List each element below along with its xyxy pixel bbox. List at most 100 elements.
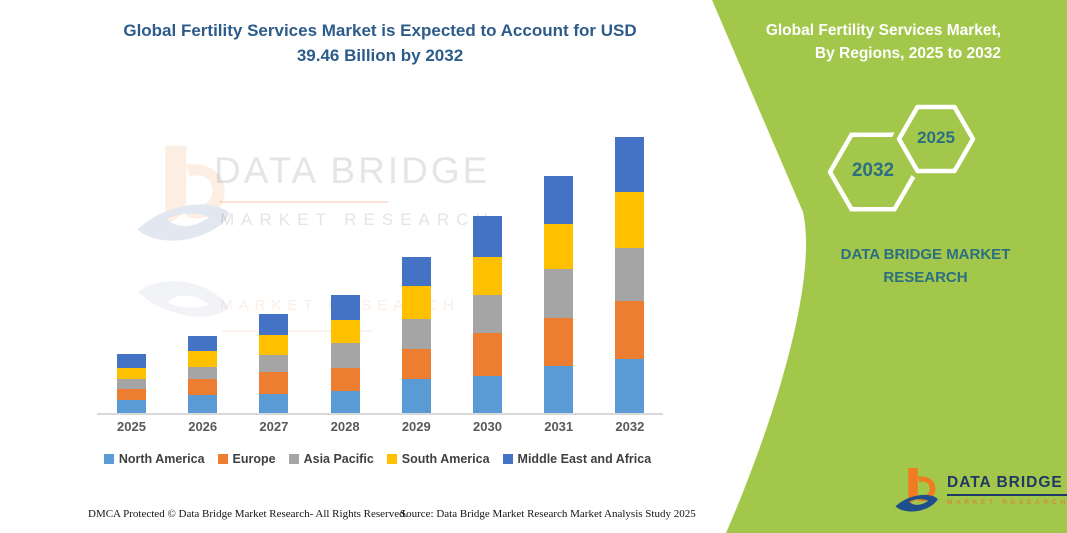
x-axis-label-2025: 2025 [117, 419, 146, 434]
bar-segment-2032-north-america[interactable] [615, 359, 645, 413]
bar-2029[interactable] [401, 256, 431, 413]
bar-segment-2027-middle-east-and-africa[interactable] [259, 313, 289, 335]
bar-segment-2025-middle-east-and-africa[interactable] [117, 354, 146, 369]
watermark-b-shape [165, 145, 225, 226]
bar-2025[interactable] [117, 354, 146, 413]
x-axis-label-2031: 2031 [544, 419, 574, 434]
legend-item-asia-pacific: Asia Pacific [288, 452, 374, 466]
legend-label: South America [401, 452, 490, 466]
bar-segment-2031-middle-east-and-africa[interactable] [544, 176, 574, 225]
bar-segment-2032-asia-pacific[interactable] [615, 248, 645, 302]
company-logo-tagline: MARKET RESEARCH [947, 499, 1067, 506]
x-axis-label-2032: 2032 [615, 419, 645, 434]
bar-segment-2030-asia-pacific[interactable] [473, 295, 502, 334]
bar-segment-2031-asia-pacific[interactable] [544, 268, 574, 318]
watermark-swoosh-shape [137, 204, 230, 241]
bar-segment-2026-south-america[interactable] [188, 351, 218, 367]
bar-segment-2030-europe[interactable] [473, 333, 502, 376]
watermark-reflection-shape [138, 281, 230, 317]
watermark-logo-reflection-icon [138, 281, 230, 317]
bar-segment-2028-south-america[interactable] [330, 319, 360, 344]
company-logo-name: DATA BRIDGE [947, 474, 1067, 496]
copyright-text: DMCA Protected © Data Bridge Market Rese… [88, 508, 408, 520]
side-panel-brand-line1: DATA BRIDGE MARKET [840, 246, 1011, 263]
bar-segment-2031-europe[interactable] [544, 317, 574, 367]
bar-segment-2025-asia-pacific[interactable] [117, 379, 146, 389]
source-text: Source: Data Bridge Market Research Mark… [400, 508, 696, 520]
legend-swatch [502, 454, 513, 464]
bar-segment-2027-south-america[interactable] [259, 334, 289, 355]
bar-2027[interactable] [259, 313, 289, 413]
side-panel-heading-line2: By Regions, 2025 to 2032 [814, 45, 1001, 63]
legend-label: Middle East and Africa [517, 452, 652, 466]
company-logo-icon [895, 468, 938, 512]
bar-segment-2025-north-america[interactable] [117, 400, 146, 413]
legend-item-europe: Europe [217, 452, 276, 466]
x-axis-label-2027: 2027 [259, 419, 289, 434]
bar-2032[interactable] [615, 136, 645, 413]
watermark-sub-text: MARKET RESEARCH [220, 210, 495, 229]
bar-segment-2032-middle-east-and-africa[interactable] [615, 136, 645, 193]
legend-swatch [103, 454, 114, 464]
bar-segment-2026-middle-east-and-africa[interactable] [188, 336, 218, 352]
bar-segment-2028-middle-east-and-africa[interactable] [330, 295, 360, 320]
bar-segment-2032-europe[interactable] [615, 301, 645, 360]
watermark-divider-faint [222, 330, 372, 332]
bar-segment-2026-europe[interactable] [188, 379, 218, 395]
bar-segment-2025-south-america[interactable] [117, 368, 146, 380]
bar-segment-2028-europe[interactable] [330, 367, 360, 392]
company-logo: DATA BRIDGE MARKET RESEARCH [893, 466, 1067, 518]
watermark-brand-text: DATA BRIDGE [214, 150, 491, 191]
bar-2026[interactable] [188, 336, 218, 413]
page-title-line1: Global Fertility Services Market is Expe… [123, 21, 637, 40]
bar-segment-2026-north-america[interactable] [188, 394, 218, 413]
x-axis-label-2028: 2028 [330, 419, 360, 434]
bar-segment-2030-middle-east-and-africa[interactable] [473, 215, 502, 257]
bar-segment-2025-europe[interactable] [117, 388, 146, 401]
bar-2028[interactable] [330, 295, 360, 413]
page-title: Global Fertility Services Market is Expe… [95, 19, 665, 68]
bar-segment-2029-europe[interactable] [401, 349, 431, 380]
bar-segment-2029-middle-east-and-africa[interactable] [401, 256, 431, 287]
hexagon-2032-label: 2032 [851, 160, 895, 181]
legend-swatch [288, 454, 299, 464]
bar-2030[interactable] [473, 215, 502, 413]
bar-segment-2027-asia-pacific[interactable] [259, 354, 289, 373]
legend-item-south-america: South America [386, 452, 490, 466]
watermark-logo-icon [137, 145, 230, 241]
logo-swoosh-shape [895, 494, 938, 512]
company-logo-text: DATA BRIDGE MARKET RESEARCH [947, 466, 1067, 506]
bar-segment-2027-europe[interactable] [259, 372, 289, 395]
bar-segment-2027-north-america[interactable] [259, 394, 289, 413]
x-axis-label-2030: 2030 [473, 419, 502, 434]
side-panel-heading: Global Fertility Services Market, By Reg… [766, 19, 1001, 66]
bar-segment-2032-south-america[interactable] [615, 192, 645, 249]
bar-2031[interactable] [544, 176, 574, 413]
bar-segment-2030-south-america[interactable] [473, 256, 502, 296]
bar-segment-2029-south-america[interactable] [401, 286, 431, 319]
bar-segment-2029-north-america[interactable] [401, 379, 431, 413]
legend-label: North America [118, 452, 205, 466]
bar-segment-2030-north-america[interactable] [473, 375, 502, 413]
legend-item-middle-east-and-africa: Middle East and Africa [502, 452, 652, 466]
legend-label: Europe [232, 452, 276, 466]
bar-segment-2031-south-america[interactable] [544, 224, 574, 269]
hexagon-2025-outline [896, 104, 976, 174]
legend-item-north-america: North America [103, 452, 205, 466]
chart-legend: North America Europe Asia Pacific South Ame… [85, 452, 670, 466]
x-axis-label-2029: 2029 [401, 419, 431, 434]
side-panel-heading-line1: Global Fertility Services Market, [765, 22, 1001, 39]
side-panel-brand-text: DATA BRIDGE MARKET RESEARCH [818, 243, 1033, 290]
bar-segment-2031-north-america[interactable] [544, 366, 574, 413]
bar-segment-2028-asia-pacific[interactable] [330, 343, 360, 368]
bar-segment-2028-north-america[interactable] [330, 391, 360, 413]
stacked-bar-chart: 2025 2026 2027 2028 2029 2030 2031 2032 [97, 0, 663, 434]
side-panel-brand-line2: RESEARCH [883, 269, 968, 287]
legend-swatch [217, 454, 228, 464]
legend-swatch [386, 454, 397, 464]
bar-segment-2026-asia-pacific[interactable] [188, 366, 218, 380]
hexagon-2025-label: 2025 [917, 128, 955, 147]
bar-segment-2029-asia-pacific[interactable] [401, 318, 431, 350]
